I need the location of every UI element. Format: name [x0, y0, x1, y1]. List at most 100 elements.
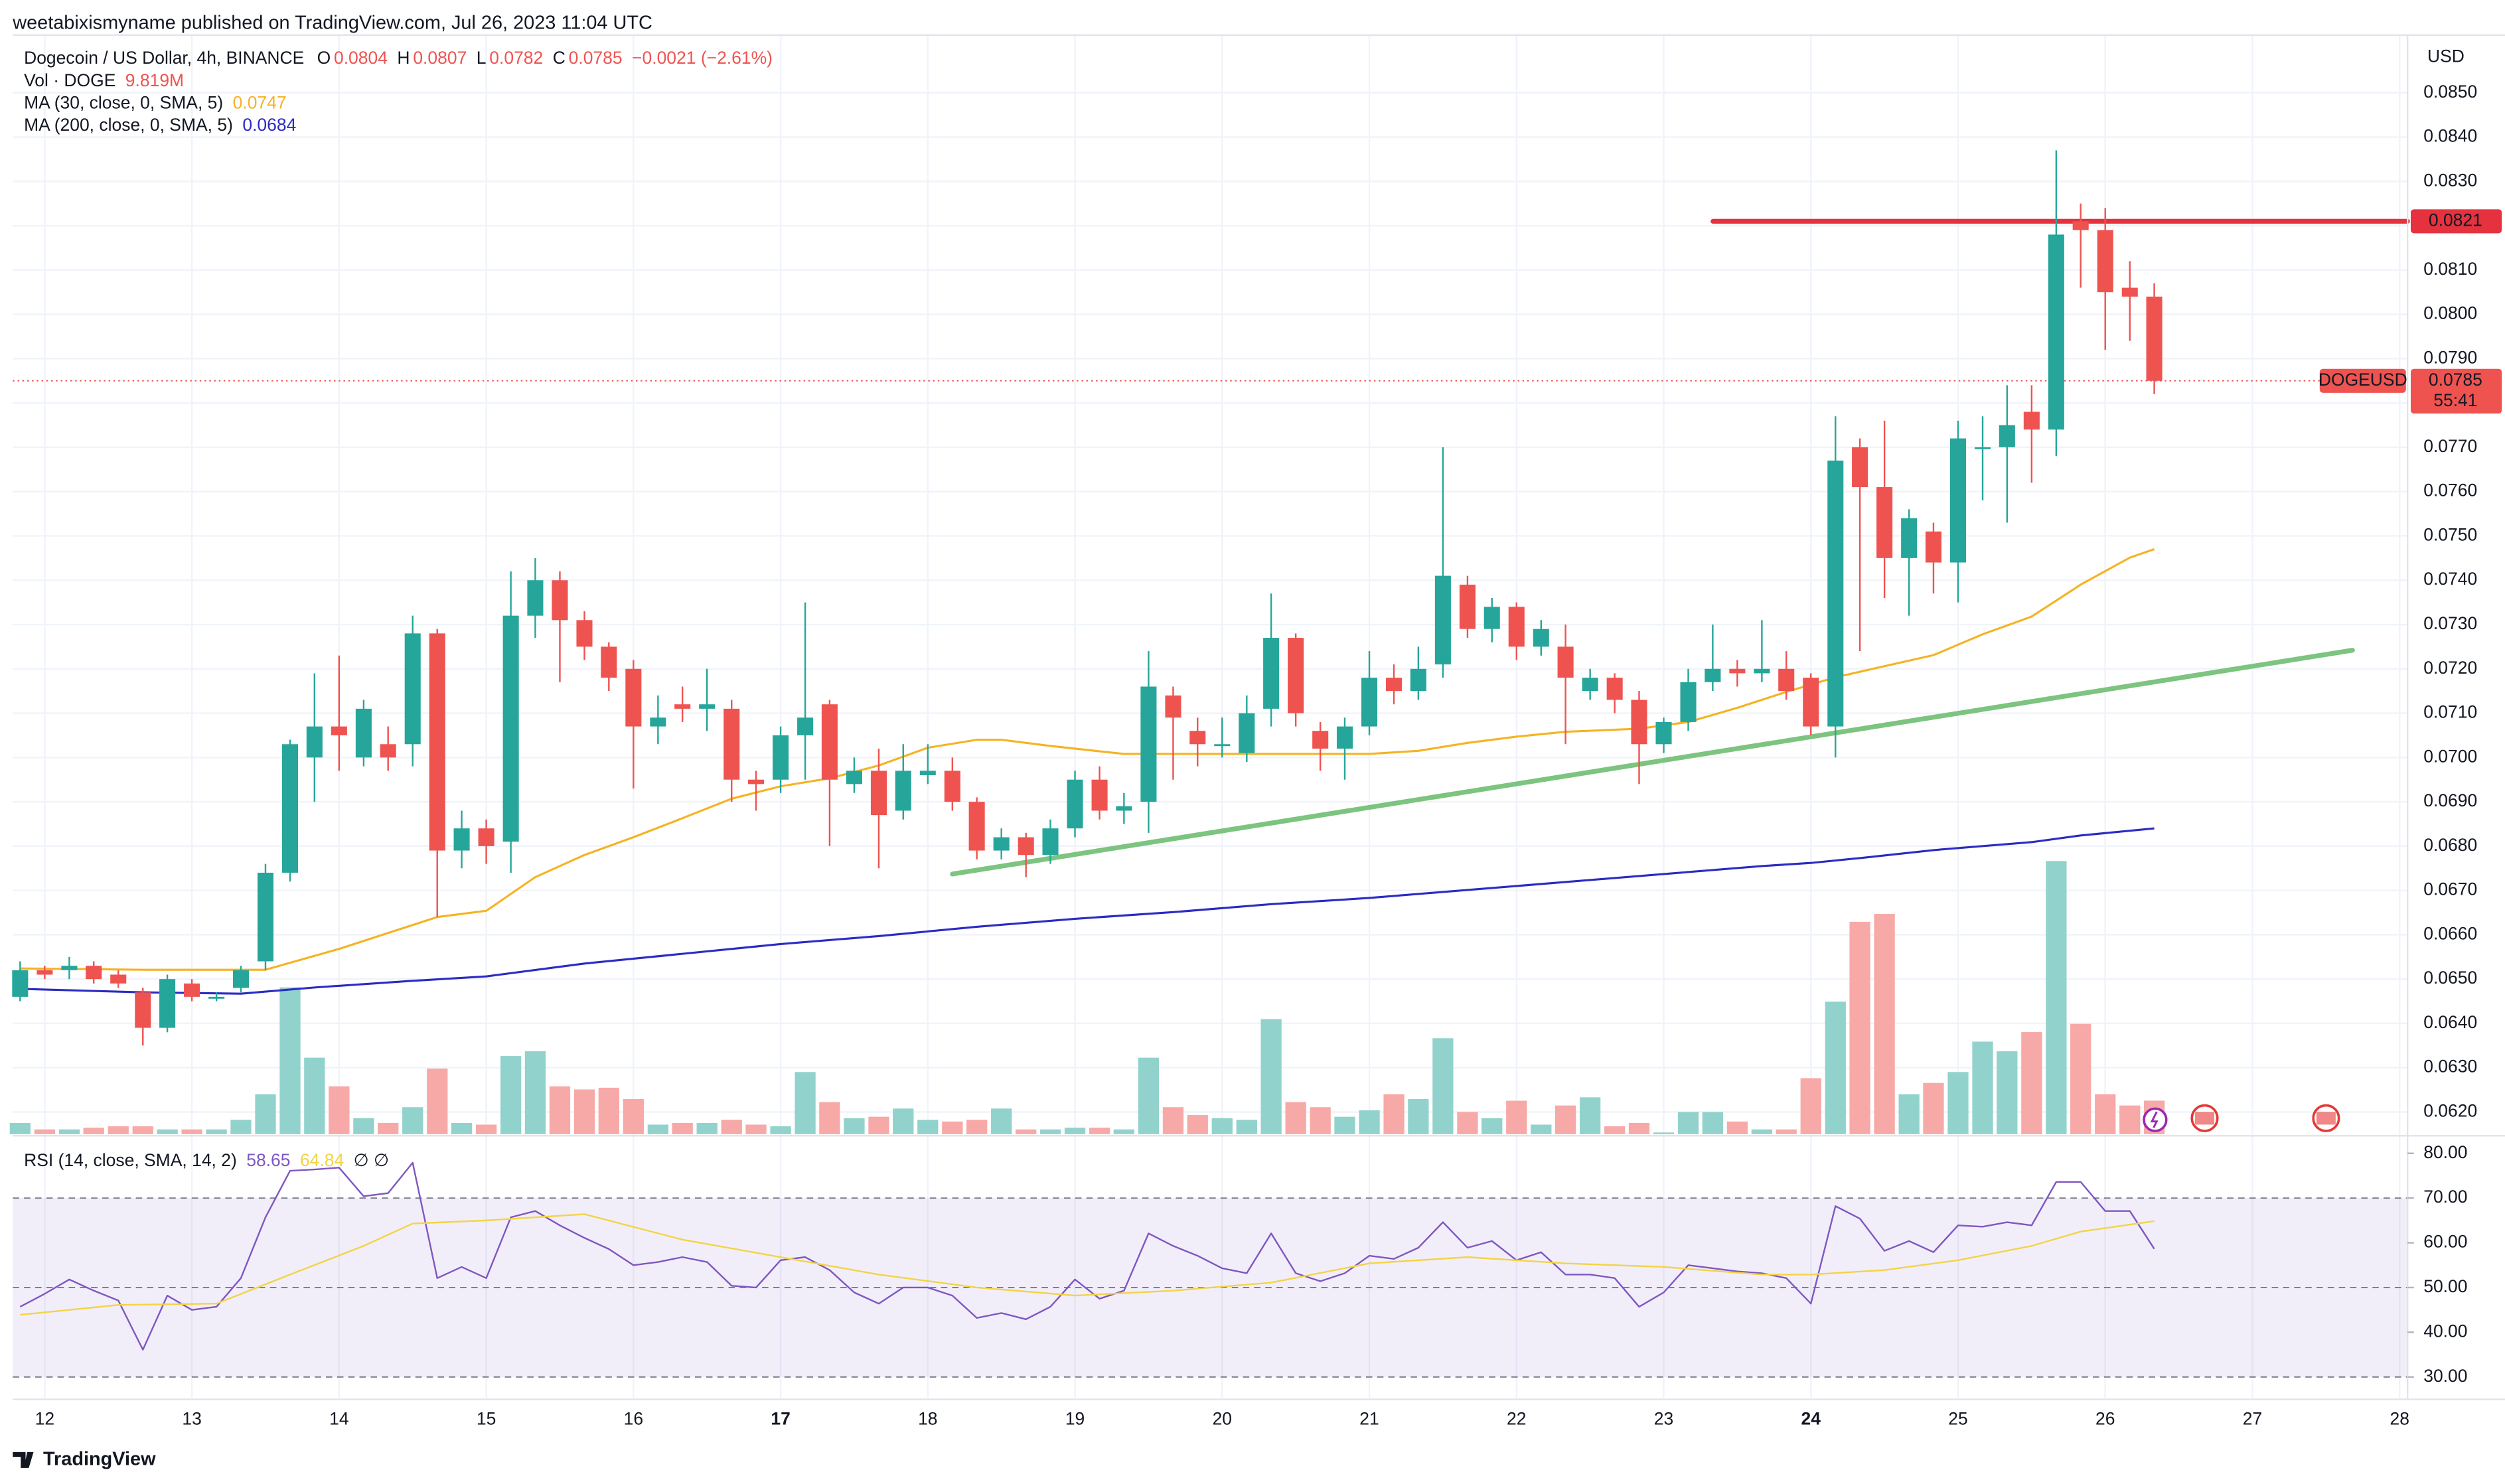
candle-body: [1901, 518, 1918, 558]
moving-average: [20, 827, 2155, 995]
y-tick-label: 0.0660: [2423, 923, 2477, 943]
volume-bar: [1726, 1121, 1748, 1134]
candle-body: [1434, 575, 1451, 665]
volume-bar: [524, 1051, 546, 1134]
volume-bar: [1531, 1124, 1552, 1134]
candle-body: [1533, 629, 1549, 647]
ohlc-letter: O: [317, 48, 331, 68]
candle-body: [2072, 221, 2089, 230]
candle-body: [1827, 460, 1844, 727]
x-tick-label: 28: [2390, 1409, 2409, 1429]
candle-body: [748, 779, 765, 784]
rsi-value: 58.65: [246, 1150, 290, 1170]
volume-bar: [1898, 1094, 1920, 1134]
rsi-tick-label: 40.00: [2423, 1321, 2467, 1341]
volume-bar: [991, 1108, 1012, 1134]
candle-body: [2048, 234, 2064, 430]
x-tick-label: 19: [1065, 1409, 1085, 1429]
candle-body: [674, 704, 691, 709]
x-tick-label: 25: [1948, 1409, 1967, 1429]
candle-body: [2023, 411, 2040, 430]
volume-bar: [721, 1120, 742, 1134]
ohlc-letter: C: [553, 48, 566, 68]
volume-bar: [157, 1129, 178, 1134]
candle-body: [1410, 668, 1426, 692]
y-tick-label: 0.0710: [2423, 702, 2477, 722]
volume-bar: [1089, 1128, 1110, 1134]
volume-bar: [58, 1129, 80, 1134]
candle-body: [1165, 695, 1181, 718]
candle-body: [1483, 607, 1500, 629]
legend-ma200-row: MA (200, close, 0, SMA, 5) 0.0684: [24, 115, 296, 135]
volume-bar: [1113, 1129, 1135, 1134]
volume-bar: [1800, 1078, 1821, 1134]
candle-body: [1606, 678, 1623, 700]
volume-bar: [819, 1102, 840, 1134]
rsi-empty-marks: ∅ ∅: [354, 1150, 389, 1170]
event-icon[interactable]: [2143, 1107, 2168, 1132]
candle-body: [110, 974, 127, 984]
y-tick-label: 0.0800: [2423, 303, 2477, 323]
volume-bar: [1432, 1038, 1454, 1134]
volume-bar: [451, 1122, 473, 1134]
candle-body: [331, 726, 347, 735]
y-tick-label: 0.0690: [2423, 790, 2477, 810]
candle-body: [1288, 638, 1304, 713]
volume-bar: [2021, 1032, 2042, 1134]
candle-body: [773, 735, 789, 780]
candle-body: [1042, 828, 1059, 855]
flag: [2316, 1112, 2336, 1125]
rsi-sma-value: 64.84: [300, 1150, 344, 1170]
volume-bar: [255, 1094, 276, 1134]
y-tick-label: 0.0670: [2423, 879, 2477, 899]
volume-bar: [917, 1120, 939, 1134]
y-tick-label: 0.0770: [2423, 436, 2477, 456]
candle-body: [232, 970, 249, 988]
volume-bar: [647, 1124, 669, 1134]
candle-body: [1557, 646, 1574, 678]
candle-body: [1852, 447, 1868, 488]
volume-bar: [1016, 1129, 1037, 1134]
brand-logo: [13, 1451, 34, 1468]
y-tick-label: 0.0730: [2423, 613, 2477, 633]
candle-body: [895, 771, 911, 811]
candle-body: [1239, 713, 1255, 753]
volume-bar: [1776, 1129, 1797, 1134]
legend-rsi-row: RSI (14, close, SMA, 14, 2) 58.65 64.84 ∅ ∅: [24, 1150, 389, 1170]
candle-body: [1336, 726, 1353, 749]
rsi-line: [19, 1161, 2155, 1351]
ohlc-letter: L: [477, 48, 487, 68]
candle-body: [86, 966, 102, 980]
volume-bar: [402, 1107, 423, 1134]
event-icons: [2143, 1104, 2340, 1132]
candle-body: [184, 983, 200, 997]
published-note: weetabixismyname published on TradingVie…: [12, 13, 652, 34]
candle-body: [502, 615, 519, 842]
x-tick-label: 22: [1507, 1409, 1526, 1429]
candle-body: [1655, 721, 1672, 745]
candle-body: [37, 970, 53, 975]
volume-bar: [1187, 1115, 1208, 1134]
candle-body: [919, 771, 936, 776]
volume-name: Vol · DOGE: [24, 70, 115, 90]
x-tick-label: 23: [1654, 1409, 1673, 1429]
volume-bar: [1285, 1102, 1306, 1134]
candle-body: [650, 717, 666, 727]
volume-bar: [2070, 1023, 2091, 1134]
candle-body: [2146, 296, 2163, 381]
candle-body: [1067, 779, 1083, 829]
candle-body: [723, 708, 740, 780]
candle-body: [1091, 779, 1108, 811]
ma-name: MA (30, close, 0, SMA, 5): [24, 92, 223, 112]
x-tick-label: 27: [2243, 1409, 2262, 1429]
y-tick-label: 0.0840: [2423, 126, 2477, 146]
volume-bar: [573, 1089, 595, 1134]
candle-body: [821, 704, 838, 780]
rsi-tick-label: 70.00: [2423, 1187, 2467, 1207]
y-tick-label: 0.0740: [2423, 569, 2477, 589]
candle-body: [355, 708, 372, 758]
x-tick-label: 13: [182, 1409, 201, 1429]
candle-body: [135, 992, 151, 1028]
candle-body: [429, 633, 445, 851]
